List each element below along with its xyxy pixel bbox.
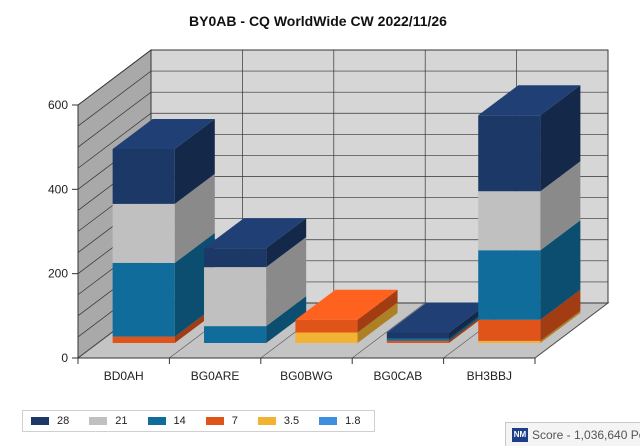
- bar-side: [266, 237, 307, 327]
- score-text: Score - 1,036,640 Po: [532, 427, 640, 442]
- bar-bh3bbj-7: [478, 289, 581, 341]
- bar-front: [478, 115, 541, 192]
- bar-front: [386, 340, 449, 343]
- bar-bh3bbj-3-5: [478, 310, 581, 343]
- bar-front: [295, 319, 358, 333]
- bar-side: [540, 289, 581, 341]
- y-tick-label: 400: [48, 182, 68, 196]
- bar-side: [357, 302, 398, 343]
- bar-bd0ah-21: [112, 173, 215, 263]
- bar-side: [357, 289, 398, 333]
- legend-label-28: 28: [57, 415, 70, 427]
- bar-bd0ah-28: [112, 119, 215, 204]
- chart-title: BY0AB - CQ WorldWide CW 2022/11/26: [189, 13, 447, 29]
- legend-label-14: 14: [173, 415, 186, 427]
- legend-item-3-5[interactable]: 3.5: [257, 415, 300, 427]
- legend-item-21[interactable]: 21: [89, 415, 128, 427]
- stacked-3d-bar-chart: BY0AB - CQ WorldWide CW 2022/11/26 0 200 4…: [48, 13, 610, 383]
- bar-top: [386, 302, 489, 333]
- score-status-bar: NM Score - 1,036,640 Po: [505, 422, 640, 446]
- bar-front: [112, 149, 175, 204]
- x-tick-label: BH3BBJ: [467, 369, 512, 383]
- floor-line: [534, 302, 609, 359]
- bar-front: [478, 340, 541, 343]
- bar-side: [174, 173, 215, 263]
- floor-line: [352, 302, 426, 359]
- legend-swatch-1-8: [319, 417, 338, 425]
- bar-bg0are-21: [204, 237, 307, 327]
- x-tick-label: BG0CAB: [374, 369, 423, 383]
- bar-bh3bbj-14: [478, 220, 581, 320]
- legend-item-7[interactable]: 7: [205, 415, 238, 427]
- app-logo-icon: NM: [512, 427, 528, 442]
- bar-front: [478, 250, 541, 320]
- y-tick-label: 200: [48, 267, 68, 281]
- bar-side: [540, 220, 581, 320]
- legend-swatch-14: [147, 417, 166, 425]
- legend-swatch-7: [205, 417, 224, 425]
- bar-side: [540, 310, 581, 343]
- bar-top: [112, 119, 215, 150]
- y-tick-label: 600: [48, 98, 68, 112]
- legend-label-1-8: 1.8: [345, 415, 361, 427]
- bar-bg0bwg-3-5: [295, 302, 398, 343]
- bar-front: [112, 336, 175, 343]
- bar-side: [266, 296, 307, 343]
- bar-front: [386, 332, 449, 339]
- bar-side: [174, 119, 215, 204]
- bar-front: [112, 203, 175, 263]
- legend-item-28[interactable]: 28: [31, 415, 69, 427]
- legend-item-14[interactable]: 14: [147, 415, 186, 427]
- bar-side: [540, 161, 581, 251]
- bar-front: [204, 267, 267, 327]
- legend-label-7: 7: [231, 415, 238, 427]
- chart-legend: 28 21 14 7 3.5 1.8: [22, 410, 376, 432]
- bar-top: [478, 85, 581, 116]
- bar-top: [204, 218, 307, 249]
- y-tick-label: 0: [61, 351, 68, 365]
- x-tick-label: BG0ARE: [191, 369, 240, 383]
- legend-label-3-5: 3.5: [283, 415, 300, 427]
- legend-swatch-21: [89, 417, 108, 425]
- bar-side: [266, 218, 307, 268]
- x-tick-label: BG0BWG: [280, 369, 333, 383]
- chart-bars: [112, 85, 581, 343]
- bar-front: [478, 319, 541, 341]
- x-tick-label: BD0AH: [104, 369, 144, 383]
- bar-front: [204, 326, 267, 343]
- bar-side: [540, 85, 581, 192]
- legend-label-21: 21: [115, 415, 128, 427]
- bar-front: [295, 332, 358, 343]
- bar-bh3bbj-21: [478, 161, 581, 251]
- bar-front: [386, 338, 449, 341]
- bar-front: [478, 191, 541, 251]
- bar-top: [295, 289, 398, 320]
- bar-bg0bwg-7: [295, 289, 398, 333]
- bar-front: [204, 248, 267, 268]
- legend-swatch-28: [31, 417, 49, 425]
- legend-item-1-8[interactable]: 1.8: [319, 415, 360, 427]
- bar-front: [112, 262, 175, 337]
- bar-bh3bbj-28: [478, 85, 581, 192]
- bar-bg0are-28: [204, 218, 307, 268]
- chart-axes: 0 200 400 600 BD0AH BG0ARE BG0BWG BG0CAB BH3BBJ: [48, 98, 536, 383]
- legend-swatch-3-5: [257, 417, 276, 425]
- bar-bg0are-14: [204, 296, 307, 343]
